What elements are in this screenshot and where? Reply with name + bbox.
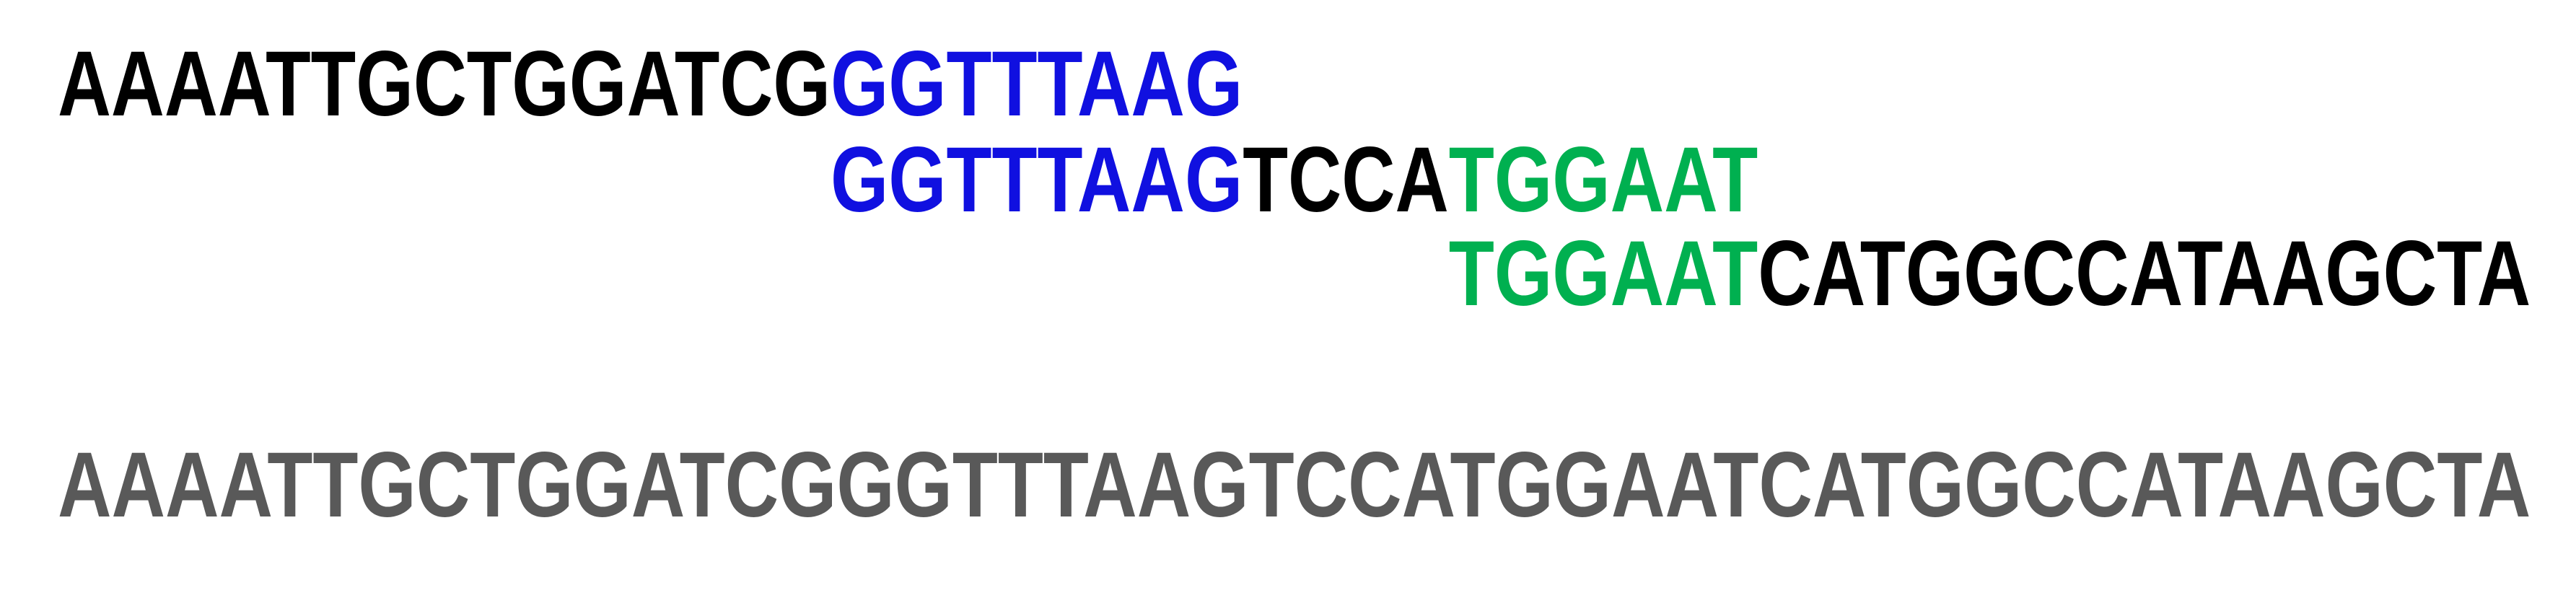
read-segment: GGTTTAAG <box>831 32 1243 136</box>
read-segment: GGTTTAAG <box>831 128 1243 232</box>
read-segment: AAAATTGCTGGATCG <box>58 32 831 136</box>
read-segment: TCCA <box>1243 128 1449 232</box>
read-segment: CATGGCCATAAGCTA <box>1758 222 2531 325</box>
read-segment: TGGAAT <box>1449 222 1758 325</box>
read-segment: TGGAAT <box>1449 128 1758 232</box>
assembled-sequence: AAAATTGCTGGATCGGGTTTAAGTCCATGGAATCATGGCC… <box>58 434 2531 537</box>
